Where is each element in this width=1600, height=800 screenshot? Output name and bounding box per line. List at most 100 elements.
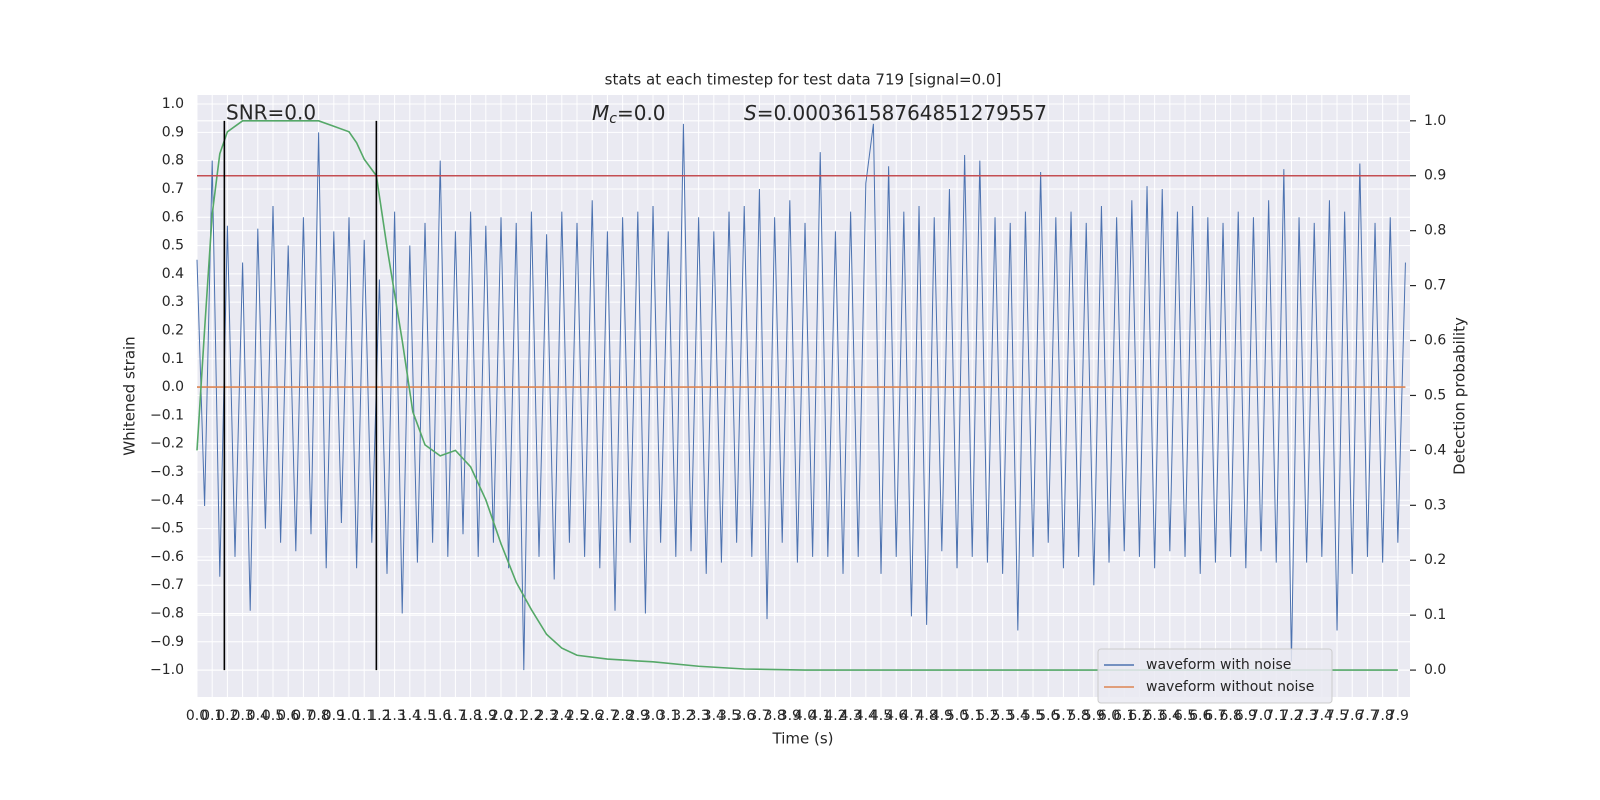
x-tick-label: 7.7 (1356, 708, 1378, 724)
y-tick-label: 0.1 (162, 351, 184, 367)
x-tick-label: 7.0 (1250, 708, 1272, 724)
y2-tick-label: 0.2 (1424, 552, 1446, 568)
y-axis-label: Whitened strain (121, 336, 139, 455)
s-symbol: S (744, 101, 757, 125)
mc-annotation: Mc=0.0 (592, 101, 666, 128)
x-tick-label: 3.5 (718, 708, 740, 724)
x-tick-label: 5.9 (1083, 708, 1105, 724)
y-tick-label: 0.2 (162, 322, 184, 338)
x-tick-label: 4.9 (931, 708, 953, 724)
x-tick-label: 6.9 (1235, 708, 1257, 724)
x-tick-label: 5.4 (1007, 708, 1029, 724)
x-tick-label: 1.6 (429, 708, 451, 724)
x-tick-label: 7.3 (1296, 708, 1318, 724)
x-tick-label: 6.4 (1159, 708, 1181, 724)
y-tick-label: −0.9 (150, 634, 184, 650)
y-tick-label: 0.9 (162, 124, 184, 140)
s-annotation: S=0.00036158764851279557 (744, 101, 1047, 125)
y2-tick-label: 0.0 (1424, 662, 1446, 678)
series-line (196, 120, 1398, 671)
x-tick-label: 3.6 (733, 708, 755, 724)
x-tick-label: 4.7 (900, 708, 922, 724)
x-tick-label: 2.8 (611, 708, 633, 724)
chart-title: stats at each timestep for test data 719… (605, 71, 1002, 89)
x-tick-label: 5.0 (946, 708, 968, 724)
y-tick-label: −1.0 (150, 662, 184, 678)
legend: waveform with noise waveform without nois… (1097, 648, 1333, 704)
mc-subscript: c (609, 111, 617, 127)
y-tick-label: 0.0 (162, 379, 184, 395)
x-tick-label: 1.4 (399, 708, 421, 724)
x-tick-label: 1.5 (414, 708, 436, 724)
y-tick-label: −0.1 (150, 407, 184, 423)
x-tick-label: 3.8 (763, 708, 785, 724)
legend-label: waveform with noise (1146, 657, 1291, 673)
legend-label: waveform without noise (1146, 679, 1314, 695)
y-tick-label: 0.3 (162, 294, 184, 310)
mc-symbol: M (592, 101, 609, 125)
x-tick-label: 2.6 (581, 708, 603, 724)
y-tick-label: 0.7 (162, 181, 184, 197)
x-tick-label: 3.1 (657, 708, 679, 724)
x-tick-label: 0.6 (277, 708, 299, 724)
x-tick-label: 0.8 (307, 708, 329, 724)
x-tick-label: 3.3 (687, 708, 709, 724)
y-tick-label: −0.4 (150, 492, 184, 508)
x-tick-label: 1.2 (368, 708, 390, 724)
x-tick-label: 0.0 (186, 708, 208, 724)
x-tick-label: 7.9 (1387, 708, 1409, 724)
y-tick-label: −0.8 (150, 606, 184, 622)
y2-tick-label: 0.3 (1424, 497, 1446, 513)
x-tick-label: 5.7 (1052, 708, 1074, 724)
x-tick-label: 6.0 (1098, 708, 1120, 724)
x-tick-label: 1.3 (383, 708, 405, 724)
y2-tick-label: 0.1 (1424, 607, 1446, 623)
x-tick-label: 3.0 (642, 708, 664, 724)
x-tick-label: 6.2 (1128, 708, 1150, 724)
x-tick-label: 6.3 (1143, 708, 1165, 724)
x-tick-label: 2.2 (520, 708, 542, 724)
x-tick-label: 0.5 (262, 708, 284, 724)
y2-tick-label: 1.0 (1424, 113, 1446, 129)
x-tick-label: 5.2 (976, 708, 998, 724)
y2-tick-label: 0.7 (1424, 278, 1446, 294)
x-tick-label: 0.9 (323, 708, 345, 724)
x-tick-label: 2.1 (505, 708, 527, 724)
x-tick-label: 3.2 (672, 708, 694, 724)
y-tick-label: −0.2 (150, 436, 184, 452)
x-tick-label: 2.4 (551, 708, 573, 724)
x-tick-label: 2.3 (535, 708, 557, 724)
mc-text: =0.0 (617, 101, 666, 125)
x-tick-label: 7.4 (1311, 708, 1333, 724)
y2-tick-label: 0.5 (1424, 387, 1446, 403)
y-tick-label: −0.7 (150, 577, 184, 593)
y-tick-label: −0.3 (150, 464, 184, 480)
y-tick-label: 0.5 (162, 238, 184, 254)
s-text: =0.00036158764851279557 (757, 101, 1047, 125)
x-tick-label: 0.1 (201, 708, 223, 724)
x-tick-label: 2.5 (566, 708, 588, 724)
x-tick-label: 4.5 (870, 708, 892, 724)
legend-box (1097, 648, 1333, 704)
x-tick-label: 6.5 (1174, 708, 1196, 724)
x-tick-label: 1.7 (444, 708, 466, 724)
y-tick-label: −0.6 (150, 549, 184, 565)
snr-annotation: SNR=0.0 (226, 101, 316, 125)
x-tick-label: 6.6 (1189, 708, 1211, 724)
x-tick-label: 4.4 (855, 708, 877, 724)
marks (196, 120, 1410, 671)
y-tick-label: 1.0 (162, 96, 184, 112)
y2-tick-label: 0.9 (1424, 168, 1446, 184)
x-tick-label: 6.7 (1204, 708, 1226, 724)
x-tick-label: 4.3 (839, 708, 861, 724)
x-tick-label: 0.7 (292, 708, 314, 724)
x-tick-label: 0.3 (231, 708, 253, 724)
x-tick-label: 7.1 (1265, 708, 1287, 724)
x-tick-label: 2.9 (627, 708, 649, 724)
x-tick-label: 3.4 (703, 708, 725, 724)
y-tick-label: 0.6 (162, 209, 184, 225)
x-tick-label: 0.4 (247, 708, 269, 724)
x-tick-label: 4.6 (885, 708, 907, 724)
x-tick-label: 1.9 (475, 708, 497, 724)
